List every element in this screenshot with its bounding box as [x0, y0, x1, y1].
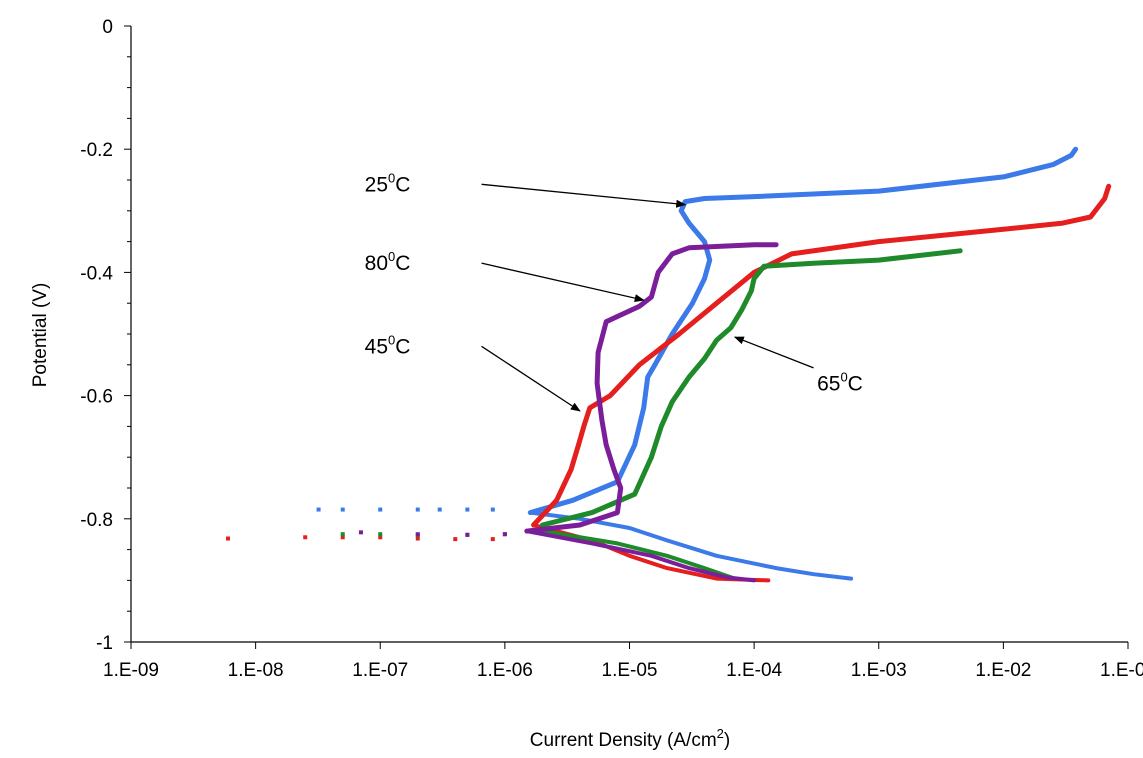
data-point	[415, 532, 420, 537]
x-tick-label: 1.E-05	[602, 660, 658, 681]
annotation-label: 250C	[365, 170, 411, 196]
annotation-unit: C	[395, 335, 410, 358]
data-point	[490, 537, 495, 542]
data-point	[340, 532, 345, 537]
data-point	[378, 507, 383, 512]
x-tick-label: 1.E-06	[477, 660, 533, 681]
data-point	[490, 507, 495, 512]
annotation-unit: C	[395, 252, 410, 275]
annotation-arrow	[733, 336, 814, 369]
series-1	[225, 183, 1112, 583]
data-point	[358, 530, 363, 535]
series-0	[316, 146, 1079, 581]
data-point	[378, 532, 383, 537]
annotation-value: 65	[817, 372, 840, 395]
x-tick-label: 1.E-04	[726, 660, 782, 681]
data-point	[465, 532, 470, 537]
x-tick-label: 1.E-08	[228, 660, 284, 681]
data-point	[340, 507, 345, 512]
y-tick-label: -0.4	[80, 263, 113, 284]
annotation-label: 800C	[365, 249, 411, 275]
data-point	[437, 507, 442, 512]
data-point	[502, 532, 507, 537]
y-tick-label: -1	[96, 633, 113, 654]
y-tick-label: -0.2	[80, 140, 113, 161]
data-point	[415, 507, 420, 512]
x-tick-label: 1.E-09	[103, 660, 159, 681]
annotation-arrow	[481, 345, 581, 412]
annotation-degree: 0	[388, 332, 395, 347]
series-3	[358, 242, 779, 583]
annotation-label: 650C	[817, 369, 863, 395]
y-tick-label: -0.6	[80, 387, 113, 408]
x-axis-title-main: Current Density (A/cm	[530, 730, 717, 751]
annotation-value: 45	[365, 335, 388, 358]
annotation-degree: 0	[840, 369, 847, 384]
data-point	[316, 507, 321, 512]
anodic-branch	[539, 248, 963, 528]
data-point	[465, 507, 470, 512]
annotation-unit: C	[395, 173, 410, 196]
x-tick-label: 1.E-07	[352, 660, 408, 681]
data-point	[453, 537, 458, 542]
temperature-annotation: 450C	[365, 332, 581, 412]
data-point	[415, 536, 420, 541]
temperature-annotation: 250C	[365, 170, 687, 208]
temperature-annotation: 650C	[733, 336, 863, 395]
anodic-branch	[527, 146, 1079, 516]
data-point	[340, 535, 345, 540]
x-axis-title-end: )	[724, 730, 730, 751]
anodic-branch	[531, 183, 1112, 528]
x-axis-title-sup: 2	[717, 726, 724, 741]
x-axis-title: Current Density (A/cm2)	[530, 726, 730, 751]
axes-layer: 0 -0.2 -0.4 -0.6 -0.8 -1 1.E-09 1.E-08 1.E-07 1.E…	[80, 17, 1143, 681]
annotation-arrow	[481, 262, 645, 303]
series-layer	[225, 146, 1112, 583]
x-tick-label: 1.E-01	[1100, 660, 1143, 681]
annotation-label: 450C	[365, 332, 411, 358]
x-tick-label: 1.E-03	[851, 660, 907, 681]
data-point	[303, 535, 308, 540]
annotation-degree: 0	[388, 170, 395, 185]
y-axis-title: Potential (V)	[30, 283, 51, 388]
annotation-value: 80	[365, 252, 388, 275]
annotation-arrow	[481, 183, 687, 208]
data-point	[225, 536, 230, 541]
cathodic-branch	[540, 529, 737, 581]
anodic-branch	[524, 242, 779, 534]
annotation-unit: C	[848, 372, 863, 395]
annotation-degree: 0	[388, 249, 395, 264]
y-tick-label: 0	[102, 17, 113, 38]
cathodic-branch	[524, 529, 757, 583]
temperature-annotation: 800C	[365, 249, 645, 303]
x-tick-label: 1.E-02	[975, 660, 1031, 681]
y-tick-label: -0.8	[80, 510, 113, 531]
data-point	[378, 535, 383, 540]
annotation-value: 25	[365, 173, 388, 196]
